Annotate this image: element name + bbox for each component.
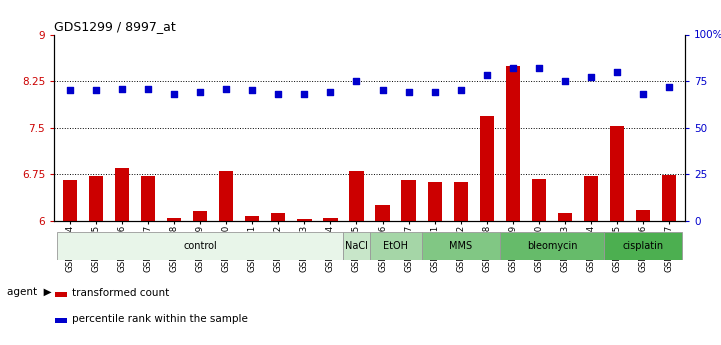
- Bar: [610, 126, 624, 221]
- Point: [168, 91, 180, 97]
- Bar: [56, 292, 66, 297]
- Point: [221, 86, 232, 91]
- Point: [455, 88, 466, 93]
- Bar: [271, 213, 286, 221]
- Point: [194, 89, 205, 95]
- Point: [64, 88, 76, 93]
- Point: [585, 75, 597, 80]
- Bar: [115, 168, 129, 221]
- Bar: [402, 180, 416, 221]
- Bar: [167, 218, 181, 221]
- Bar: [376, 205, 390, 221]
- Point: [273, 91, 284, 97]
- Text: cisplatin: cisplatin: [623, 241, 664, 251]
- Text: percentile rank within the sample: percentile rank within the sample: [71, 314, 247, 324]
- Bar: [89, 176, 103, 221]
- Point: [350, 78, 362, 84]
- Text: EtOH: EtOH: [383, 241, 408, 251]
- Bar: [193, 211, 207, 221]
- Point: [247, 88, 258, 93]
- Bar: [479, 117, 494, 221]
- FancyBboxPatch shape: [57, 232, 343, 260]
- Point: [403, 89, 415, 95]
- Point: [377, 88, 389, 93]
- Bar: [323, 218, 337, 221]
- FancyBboxPatch shape: [343, 232, 369, 260]
- Bar: [349, 171, 363, 221]
- Point: [507, 65, 518, 71]
- FancyBboxPatch shape: [422, 232, 500, 260]
- Text: control: control: [183, 241, 217, 251]
- FancyBboxPatch shape: [604, 232, 682, 260]
- Text: agent  ▶: agent ▶: [6, 287, 51, 297]
- Text: NaCl: NaCl: [345, 241, 368, 251]
- FancyBboxPatch shape: [369, 232, 422, 260]
- Bar: [584, 176, 598, 221]
- Bar: [56, 318, 66, 324]
- Point: [116, 86, 128, 91]
- Point: [534, 65, 545, 71]
- Point: [324, 89, 336, 95]
- FancyBboxPatch shape: [500, 232, 604, 260]
- Bar: [141, 176, 155, 221]
- Bar: [636, 210, 650, 221]
- Point: [663, 84, 675, 89]
- Point: [142, 86, 154, 91]
- Point: [637, 91, 649, 97]
- Bar: [662, 176, 676, 221]
- Bar: [428, 182, 442, 221]
- Point: [481, 73, 492, 78]
- Point: [429, 89, 441, 95]
- Bar: [454, 182, 468, 221]
- Point: [90, 88, 102, 93]
- Point: [298, 91, 310, 97]
- Point: [559, 78, 571, 84]
- Bar: [297, 219, 311, 221]
- Bar: [245, 216, 260, 221]
- Bar: [219, 171, 234, 221]
- Text: bleomycin: bleomycin: [527, 241, 578, 251]
- Text: transformed count: transformed count: [71, 288, 169, 298]
- Text: GDS1299 / 8997_at: GDS1299 / 8997_at: [54, 20, 176, 33]
- Bar: [505, 66, 520, 221]
- Point: [611, 69, 623, 75]
- Bar: [532, 179, 546, 221]
- Text: MMS: MMS: [449, 241, 472, 251]
- Bar: [63, 180, 77, 221]
- Bar: [558, 213, 572, 221]
